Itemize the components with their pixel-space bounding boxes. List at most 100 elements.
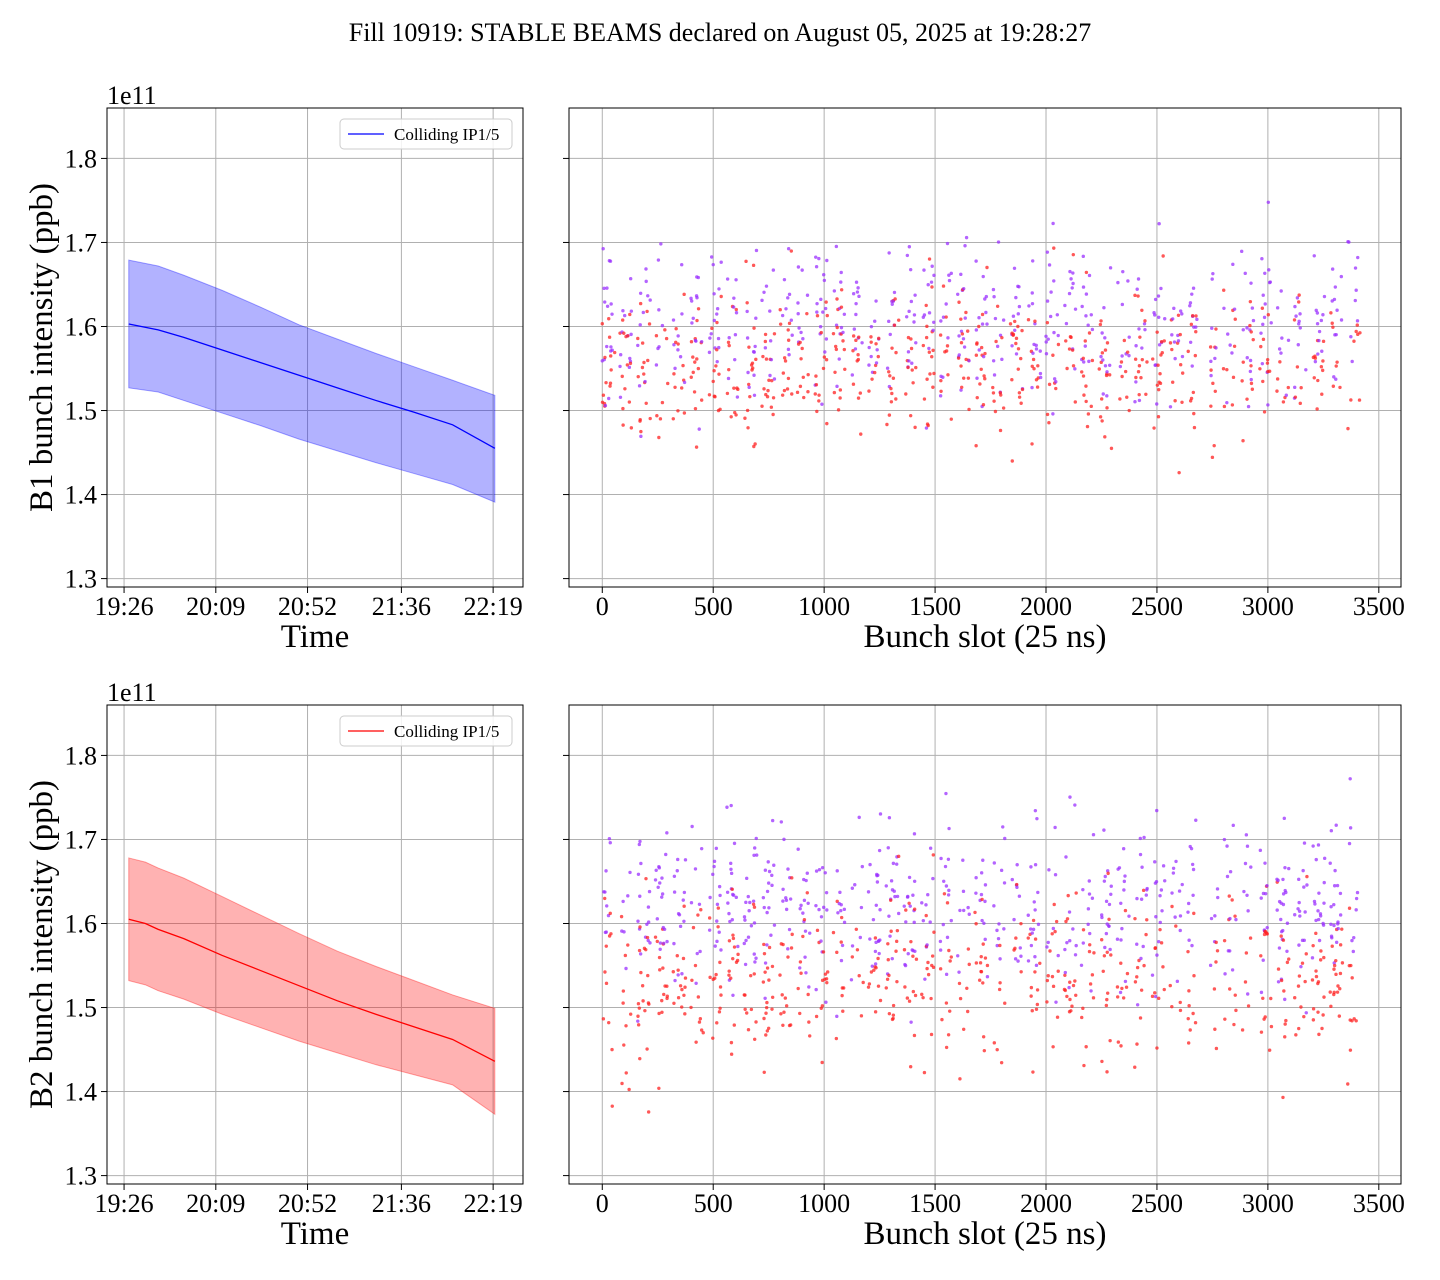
bunch-point <box>966 905 970 910</box>
y-tick-label: 1.7 <box>65 228 98 257</box>
bunch-point <box>763 332 768 337</box>
bunch-point <box>768 309 772 313</box>
bunch-point <box>765 966 770 970</box>
bunch-point <box>1069 277 1073 281</box>
bunch-point <box>1354 1019 1358 1023</box>
bunch-point <box>869 324 874 329</box>
bunch-point <box>1103 364 1108 368</box>
bunch-point <box>1334 823 1338 827</box>
bunch-point <box>1008 322 1013 326</box>
bunch-point <box>660 895 664 899</box>
bunch-point <box>908 267 913 272</box>
bunch-point <box>1161 965 1165 969</box>
bunch-point <box>913 293 917 297</box>
bunch-point <box>1158 372 1162 376</box>
bunch-point <box>644 401 648 405</box>
bunch-point <box>1245 992 1250 996</box>
bunch-point <box>638 839 642 844</box>
bunch-point <box>981 1035 986 1039</box>
bunch-point <box>859 1014 864 1018</box>
bunch-point <box>906 350 911 354</box>
bunch-point <box>1230 898 1234 902</box>
bunch-point <box>909 346 914 351</box>
bunch-point <box>609 368 613 372</box>
bunch-point <box>1063 973 1067 977</box>
bunch-point <box>1125 395 1129 399</box>
bunch-point <box>695 357 699 361</box>
bunch-point <box>673 366 677 371</box>
bunch-point <box>712 292 716 296</box>
bunch-point <box>1314 931 1318 936</box>
bunch-point <box>1245 844 1250 848</box>
bunch-point <box>977 324 981 329</box>
bunch-point <box>604 944 608 948</box>
bunch-point <box>689 299 694 303</box>
bunch-point <box>1355 323 1359 327</box>
bunch-point <box>832 390 837 395</box>
bunch-point <box>1030 442 1034 446</box>
bunch-point <box>605 304 610 308</box>
bunch-point <box>1088 982 1093 986</box>
bunch-point <box>785 387 790 391</box>
bunch-point <box>1261 293 1265 297</box>
bunch-point <box>1000 335 1004 340</box>
bunch-point <box>621 989 626 993</box>
bunch-point <box>906 365 910 370</box>
bunch-point <box>789 946 794 950</box>
bunch-point <box>796 265 801 269</box>
bunch-point <box>945 935 950 940</box>
bunch-point <box>1030 364 1034 369</box>
bunch-point <box>1158 920 1162 925</box>
bunch-point <box>771 268 776 272</box>
bunch-point <box>717 1010 722 1014</box>
bunch-point <box>601 247 605 251</box>
bunch-point <box>1127 914 1131 918</box>
bunch-point <box>1047 421 1051 425</box>
bunch-point <box>1016 347 1021 351</box>
bunch-point <box>1281 1095 1285 1100</box>
x-tick-label: 21:36 <box>372 1189 431 1218</box>
bunch-point <box>1026 936 1030 940</box>
bunch-point <box>1068 997 1072 1002</box>
bunch-point <box>766 860 770 864</box>
bunch-point <box>695 318 699 323</box>
bunch-point <box>1232 1022 1236 1027</box>
bunch-point <box>1241 438 1245 443</box>
bunch-point <box>1338 971 1343 976</box>
bunch-point <box>1297 319 1301 324</box>
bunch-point <box>768 339 773 343</box>
bunch-point <box>975 395 979 400</box>
bunch-point <box>979 345 984 350</box>
bunch-point <box>907 875 912 880</box>
bunch-point <box>892 290 897 295</box>
x-tick-label: 2000 <box>1020 592 1072 621</box>
bunch-point <box>857 815 861 820</box>
bunch-point <box>694 339 698 343</box>
bunch-point <box>909 299 914 304</box>
bunch-point <box>795 390 800 395</box>
bunch-point <box>1090 327 1095 332</box>
bunch-point <box>931 385 935 389</box>
bunch-point <box>857 294 861 299</box>
bunch-point <box>699 339 704 344</box>
bunch-point <box>914 957 919 961</box>
bunch-point <box>884 884 888 888</box>
bunch-point <box>743 416 747 420</box>
bunch-point <box>788 1023 793 1027</box>
x-tick-label: 20:09 <box>186 592 245 621</box>
bunch-point <box>991 385 995 390</box>
bunch-point <box>1143 319 1147 323</box>
bunch-point <box>878 812 883 816</box>
bunch-point <box>1142 322 1147 326</box>
bunch-point <box>1194 330 1198 334</box>
mean-line <box>128 918 496 1062</box>
x-tick-label: 2000 <box>1020 1189 1072 1218</box>
bunch-point <box>841 1009 845 1013</box>
bunch-point <box>1260 361 1265 366</box>
bunch-point <box>894 862 899 866</box>
bunch-point <box>850 955 855 959</box>
bunch-point <box>638 925 642 929</box>
bunch-point <box>967 912 971 916</box>
bunch-point <box>648 416 652 421</box>
bunch-point <box>822 905 826 910</box>
